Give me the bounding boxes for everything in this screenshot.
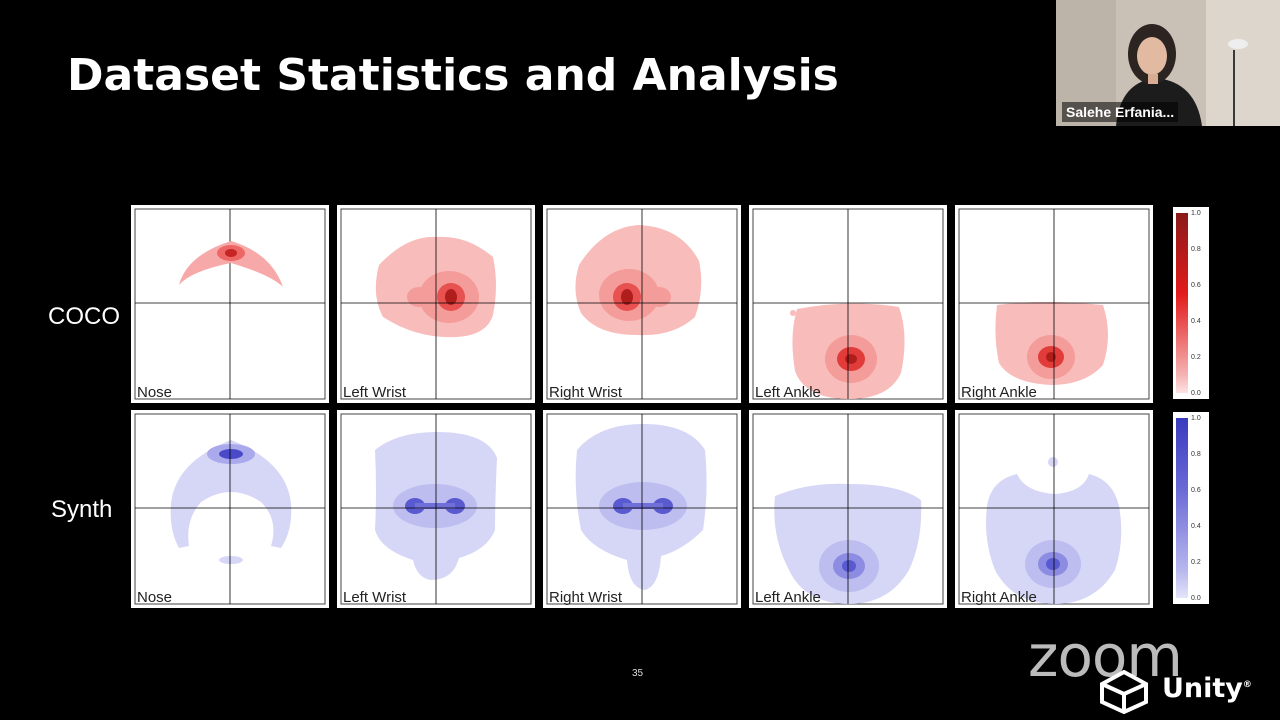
colorbar-tick: 1.0 [1191,415,1201,422]
registered-mark: ® [1242,680,1252,690]
panel-label: Left Wrist [343,384,407,401]
colorbar-tick: 0.6 [1191,282,1201,289]
unity-logo: Unity® [1162,673,1252,704]
heatmap-synth-nose: Nose [131,410,329,608]
colorbar-tick: 1.0 [1191,210,1201,217]
colorbar-tick: 0.4 [1191,523,1201,530]
heatmap-coco-nose: Nose [131,205,329,403]
heatmap-coco-right-wrist: Right Wrist [543,205,741,403]
colorbar-tick: 0.0 [1191,595,1201,602]
heatmap-synth-left-ankle: Left Ankle [749,410,947,608]
panel-label: Left Ankle [755,384,821,401]
colorbar-tick: 0.4 [1191,318,1201,325]
colorbar-synth: 1.0 0.8 0.6 0.4 0.2 0.0 [1173,412,1209,604]
panel-label: Right Wrist [549,589,623,606]
colorbar-tick: 0.0 [1191,390,1201,397]
colorbar-gradient [1176,418,1188,598]
heatmap-coco-left-ankle: Left Ankle [749,205,947,403]
colorbar-gradient [1176,213,1188,393]
colorbar-tick: 0.2 [1191,354,1201,361]
heatmap-coco-left-wrist: Left Wrist [337,205,535,403]
colorbar-tick: 0.8 [1191,451,1201,458]
colorbar-coco: 1.0 0.8 0.6 0.4 0.2 0.0 [1173,207,1209,399]
participant-name: Salehe Erfania... [1062,102,1179,122]
panel-label: Right Wrist [549,384,623,401]
panel-label: Left Wrist [343,589,407,606]
participant-video[interactable]: Salehe Erfania... [1056,0,1280,126]
panel-label: Nose [137,589,173,606]
page-number: 35 [632,668,644,679]
panel-label: Right Ankle [961,384,1037,401]
row-label-synth: Synth [51,496,113,523]
heatmap-synth-right-wrist: Right Wrist [543,410,741,608]
colorbar-tick: 0.6 [1191,487,1201,494]
heatmap-synth-left-wrist: Left Wrist [337,410,535,608]
heatmap-synth-right-ankle: Right Ankle [955,410,1153,608]
panel-label: Nose [137,384,173,401]
colorbar-tick: 0.2 [1191,559,1201,566]
row-label-coco: COCO [48,303,120,330]
unity-logo-icon [1100,670,1148,714]
panel-label: Left Ankle [755,589,821,606]
zoom-logo: zoom [1028,622,1183,690]
panel-label: Right Ankle [961,589,1037,606]
slide-title: Dataset Statistics and Analysis [67,50,839,101]
unity-wordmark: Unity [1162,673,1243,704]
colorbar-tick: 0.8 [1191,246,1201,253]
heatmap-coco-right-ankle: Right Ankle [955,205,1153,403]
